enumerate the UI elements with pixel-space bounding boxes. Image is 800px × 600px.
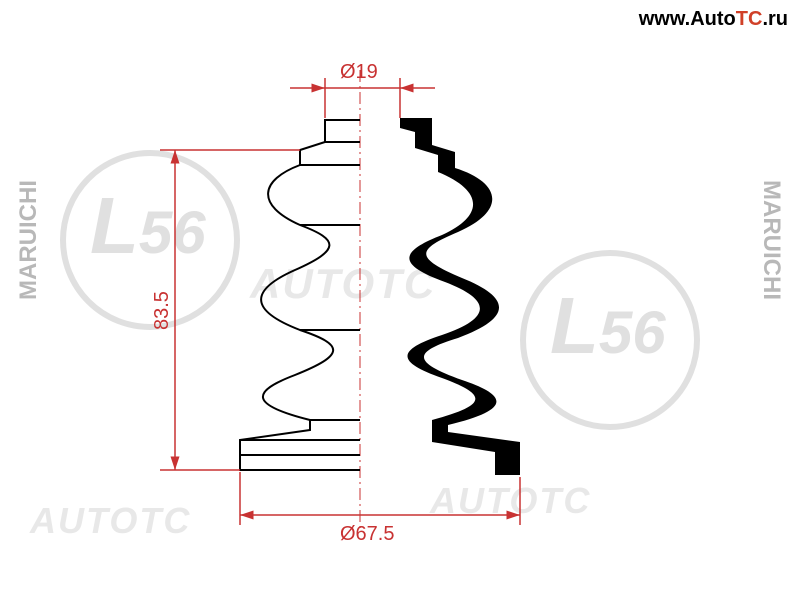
dim-top-label: Ø19 [340,61,378,83]
dim-top-diameter: Ø19 [290,61,435,118]
url-www: www. [639,8,690,30]
dim-bottom-label: Ø67.5 [340,523,394,545]
boot-cross-section-right [400,118,520,475]
website-url: www.AutoTC.ru [639,8,788,31]
url-tc: TC [736,8,763,30]
boot-outline-left [240,120,360,470]
technical-drawing: Ø19 Ø67.5 83.5 [0,0,800,600]
dim-height: 83.5 [151,150,300,470]
url-auto: Auto [690,8,736,30]
dim-bottom-diameter: Ø67.5 [240,472,520,545]
url-ru: .ru [762,8,788,30]
dim-height-label: 83.5 [151,291,173,330]
